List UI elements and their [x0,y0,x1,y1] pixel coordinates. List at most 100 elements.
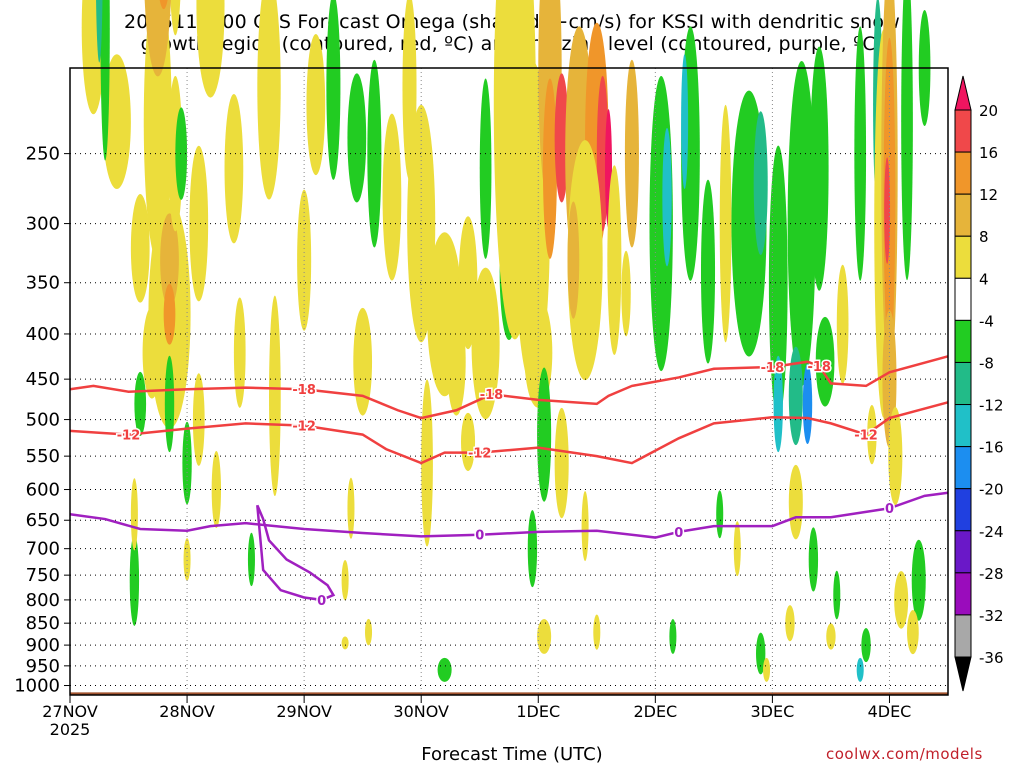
omega-shade [211,451,222,529]
omega-shade [479,78,492,259]
omega-shade [901,0,913,281]
contour-neg18-label: -18 [761,361,785,376]
omega-shade [341,560,349,601]
colorbar-label: -4 [979,312,994,330]
omega-shade [367,59,382,248]
omega-shade [662,127,672,267]
contour-neg12-label: -12 [854,429,878,444]
y-tick-label: 850 [26,613,60,634]
y-tick-label: 350 [26,273,60,294]
omega-shade [461,412,476,471]
x-tick-label: 2DEC [633,702,677,721]
omega-shade [365,618,373,646]
omega-shade [756,632,766,675]
colorbar-swatch [954,614,972,658]
omega-shade [809,46,829,291]
contour-zero-loop-label: 0 [317,594,326,609]
omega-shade [407,104,436,343]
contour-zero-label: 0 [885,502,894,517]
colorbar-swatch [954,151,972,195]
omega-shade [233,297,246,408]
omega-shade [808,527,819,592]
y-tick-label: 700 [26,539,60,560]
omega-shade [554,407,569,519]
y-tick-label: 450 [26,369,60,390]
omega-shade [341,636,349,650]
colorbar-label: 12 [979,186,998,204]
omega-shade [554,73,569,203]
omega-shade [192,373,205,466]
colorbar-label: -20 [979,481,1004,499]
x-tick-label: 29NOV [276,702,332,721]
omega-shade [130,194,150,303]
omega-shade [567,201,580,319]
contour-zero-loop-line [256,504,336,602]
colorbar-label: 20 [979,102,998,120]
omega-shade [763,657,771,682]
omega-shade [826,623,836,650]
omega-shade [100,0,110,161]
x-year-label: 2025 [50,720,91,739]
omega-shade [537,367,552,502]
omega-shade [129,534,140,626]
omega-shade [542,78,557,259]
omega-shade [196,0,225,98]
omega-shade [175,107,188,200]
colorbar-bottom-arrow [954,656,972,692]
colorbar-swatch [954,193,972,237]
omega-shade [446,307,466,416]
omega-shade [567,140,603,381]
omega-shade [861,628,871,663]
omega-shade [785,605,795,642]
colorbar-label: -8 [979,354,994,372]
colorbar-swatch [954,446,972,490]
y-tick-label: 750 [26,565,60,586]
omega-shade [421,379,433,547]
colorbar-swatch [954,361,972,406]
colorbar-label: -28 [979,565,1004,583]
colorbar-label: -16 [979,439,1004,457]
colorbar-swatch [954,404,972,448]
contour-neg12-label: -12 [468,447,492,462]
y-tick-label: 250 [26,144,60,165]
colorbar-label: 4 [979,270,989,288]
omega-shade [347,73,367,203]
x-tick-label: 30NOV [393,702,449,721]
omega-shade [773,355,783,453]
omega-shade [160,213,179,307]
omega-shade [787,61,816,387]
omega-shade [581,491,589,562]
omega-shade [189,145,209,302]
omega-shade [182,421,192,505]
omega-shade [884,157,891,264]
omega-shade [134,371,147,436]
omega-shade [257,0,281,200]
colorbar-label: 16 [979,144,998,162]
omega-shade [143,0,172,261]
contour-neg12-line [69,401,949,465]
colorbar-swatch [954,109,972,153]
omega-shade [669,619,677,654]
omega-shade [907,610,919,655]
omega-shade [856,657,864,682]
contour-zero-label: 0 [475,529,484,544]
x-tick-label: 4DEC [868,702,912,721]
colorbar-swatch [954,277,972,321]
colorbar-label: 8 [979,228,989,246]
x-tick-label: 1DEC [516,702,560,721]
omega-shade [382,113,402,281]
omega-shade [733,521,741,577]
omega-shade [537,619,552,654]
colorbar-swatch [954,572,972,616]
source-credit[interactable]: coolwx.com/models [826,745,983,763]
omega-shade [527,510,538,588]
omega-shade [144,0,171,77]
contour-neg18-label: -18 [480,388,504,403]
omega-shade [471,267,500,420]
contour-neg18-label: -18 [292,383,316,398]
y-tick-label: 600 [26,480,60,501]
y-tick-label: 650 [26,510,60,531]
omega-shade [247,532,255,587]
omega-shade [170,0,181,36]
colorbar-swatch [954,235,972,279]
